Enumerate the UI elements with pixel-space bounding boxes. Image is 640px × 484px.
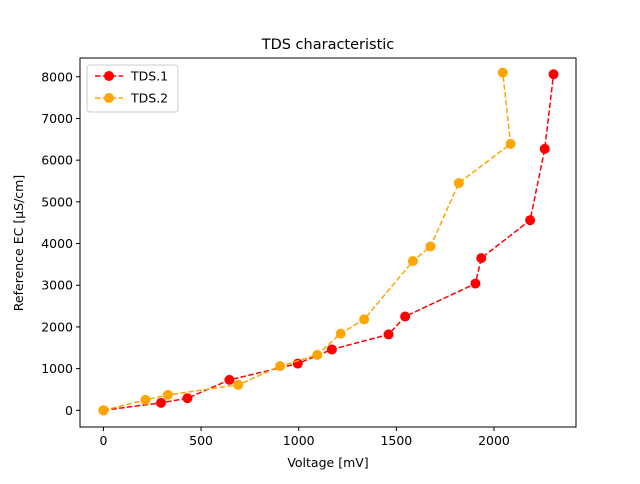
y-tick-label: 4000 bbox=[41, 236, 73, 251]
data-point bbox=[407, 256, 418, 267]
data-point bbox=[470, 278, 481, 289]
series-layer bbox=[98, 67, 559, 416]
data-point bbox=[400, 311, 411, 322]
legend-marker bbox=[104, 93, 114, 103]
chart-title: TDS characteristic bbox=[261, 37, 395, 53]
data-point bbox=[98, 405, 109, 416]
data-point bbox=[156, 397, 167, 408]
series-2 bbox=[98, 67, 516, 416]
data-point bbox=[182, 393, 193, 404]
x-tick-label: 0 bbox=[99, 433, 107, 448]
data-point bbox=[140, 394, 151, 405]
y-tick-label: 6000 bbox=[41, 153, 73, 168]
legend-entry: TDS.1 bbox=[95, 69, 168, 84]
y-tick-label: 8000 bbox=[41, 69, 73, 84]
data-point bbox=[548, 69, 559, 80]
data-point bbox=[425, 241, 436, 252]
y-tick-label: 3000 bbox=[41, 278, 73, 293]
data-point bbox=[453, 178, 464, 189]
x-tick-label: 1500 bbox=[380, 433, 412, 448]
data-point bbox=[312, 349, 323, 360]
y-tick-label: 1000 bbox=[41, 361, 73, 376]
data-point bbox=[476, 253, 487, 264]
legend-label: TDS.1 bbox=[130, 69, 168, 84]
legend: TDS.1 TDS.2 bbox=[86, 64, 179, 113]
legend-label: TDS.2 bbox=[130, 91, 168, 106]
data-point bbox=[505, 138, 516, 149]
x-tick-label: 500 bbox=[189, 433, 213, 448]
y-tick-label: 5000 bbox=[41, 194, 73, 209]
data-point bbox=[233, 379, 244, 390]
data-point bbox=[383, 329, 394, 340]
data-point bbox=[497, 67, 508, 78]
y-tick-label: 7000 bbox=[41, 111, 73, 126]
x-tick-label: 1000 bbox=[283, 433, 315, 448]
data-point bbox=[162, 389, 173, 400]
data-point bbox=[326, 344, 337, 355]
x-axis-label: Voltage [mV] bbox=[287, 455, 368, 470]
data-point bbox=[525, 215, 536, 226]
x-tick-label: 2000 bbox=[478, 433, 510, 448]
legend-entry: TDS.2 bbox=[95, 91, 168, 106]
y-tick-label: 0 bbox=[65, 403, 73, 418]
data-point bbox=[224, 374, 235, 385]
plot-frame bbox=[79, 57, 577, 428]
data-point bbox=[359, 314, 370, 325]
data-point bbox=[335, 328, 346, 339]
y-axis-label: Reference EC [μS/cm] bbox=[11, 175, 26, 311]
legend-marker bbox=[104, 71, 114, 81]
y-tick-label: 2000 bbox=[41, 319, 73, 334]
data-point bbox=[275, 361, 286, 372]
ticks-layer: 0 500 1000 1500 2000 0 1000 2000 3000 4000 5000 600… bbox=[41, 69, 510, 448]
data-point bbox=[539, 143, 550, 154]
